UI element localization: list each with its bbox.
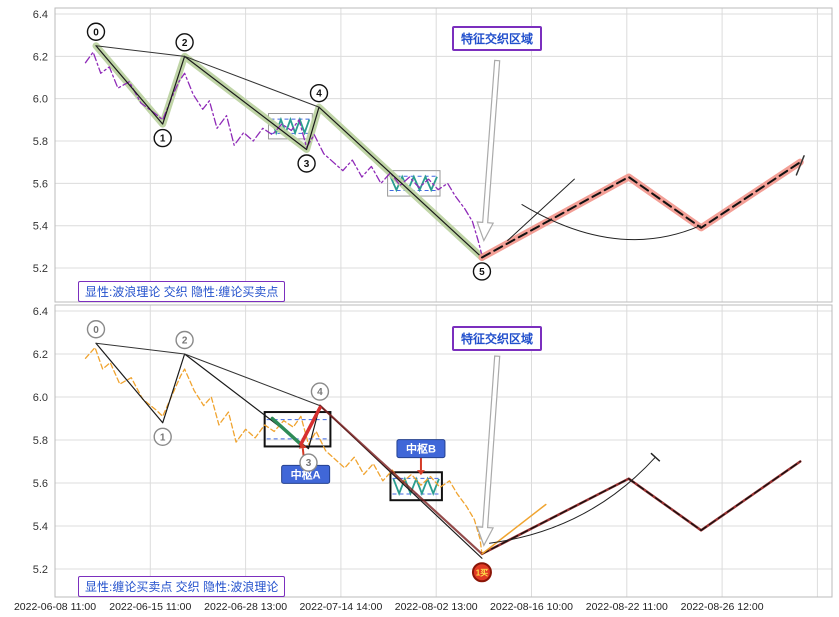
feature-zone-arrow [476,59,501,242]
series-guide-line [507,178,575,242]
wave-number-text: 4 [316,89,322,100]
feature-zone-arrow [476,355,501,547]
buy-point-marker [471,562,492,583]
wave-number-text: 1 [160,134,166,145]
series-forecast-band [478,158,804,261]
y-tick-label: 6.2 [33,349,48,361]
wave-number-marker [299,453,318,472]
pivot-pointer-arrowhead [416,470,425,476]
wave-number-text: 2 [182,38,188,49]
pivot-zigzag [389,174,438,193]
series-wave-line [95,45,483,259]
x-tick-label: 2022-07-14 14:00 [299,601,382,613]
series-forecast-dash [480,161,802,259]
y-tick-label: 6.0 [33,392,48,404]
panel-top: 6.4 6.2 6.0 5.8 5.6 5.4 5.2 0 1 2 3 4 5 [33,7,833,303]
series-forecast-dash [481,460,801,555]
y-tick-label: 5.2 [33,564,48,576]
wave-number-marker [86,320,106,339]
wave-number-text: 1买 [476,568,488,577]
wave-number-marker [153,427,172,446]
y-tick-label: 6.4 [33,9,48,21]
pivot-label [396,439,446,459]
wave-number-marker [175,33,194,52]
y-tick-label: 5.6 [33,178,48,190]
panel-top-legend-label: 显性:波浪理论 交织 隐性:缠论买卖点 [78,281,286,302]
series-trendline-2-4 [184,353,321,407]
series-trendline-0-2 [95,342,186,355]
x-tick-label: 2022-08-02 13:00 [395,601,478,613]
x-axis: 2022-06-08 11:00 2022-06-15 11:00 2022-06-… [14,601,764,613]
wave-number-text: 0 [93,27,99,38]
series-post-buy-segment [481,503,547,555]
series-trendline-0-2 [95,45,186,57]
panel-bottom: 6.4 6.2 6.0 5.8 5.6 5.4 5.2 中枢A 中枢B 0 1 2 3 4 1买 [33,304,833,598]
plot-border [54,304,833,598]
series-guide-arc [489,456,656,544]
series-pivot-a-down-stroke [270,416,303,447]
series-price [84,51,483,256]
y-tick-label: 5.8 [33,435,48,447]
wave-number-text: 3 [304,159,310,170]
plot-border [54,7,833,303]
wave-number-marker [153,128,172,148]
series-down-stroke [318,404,484,556]
series-trendline-2-4 [184,55,320,108]
y-tick-label: 6.4 [33,306,48,318]
x-tick-label: 2022-08-16 10:00 [490,601,573,613]
panel-bottom-legend-label: 显性:缠论买卖点 交织 隐性:波浪理论 [78,576,286,597]
y-tick-label: 5.8 [33,136,48,148]
wave-number-marker [297,154,316,173]
pivot-label-text: 中枢A [291,467,321,481]
series-forecast-line [480,460,802,556]
y-tick-label: 5.4 [33,521,48,533]
series-forecast-cap [795,155,805,176]
wave-number-text: 5 [479,267,485,278]
series-price [84,346,483,555]
wave-number-text: 4 [317,387,323,398]
wave-number-text: 2 [182,336,188,347]
wave-number-text: 1 [160,432,166,443]
y-tick-label: 5.2 [33,263,48,275]
y-tick-label: 6.0 [33,94,48,106]
y-tick-label: 6.2 [33,51,48,63]
feature-zone-annotation-bottom: 特征交织区域 [452,326,543,351]
series-end-cap [650,452,661,462]
x-tick-label: 2022-08-22 11:00 [586,601,668,613]
wave-number-marker [86,22,106,41]
pivot-pointer-arrowhead [298,443,307,449]
wave-number-marker [309,83,329,103]
wave-number-marker [175,330,194,350]
x-tick-label: 2022-08-26 12:00 [681,601,764,613]
pivot-box [263,411,332,448]
x-tick-label: 2022-06-15 11:00 [109,601,191,613]
wave-number-marker [310,382,330,401]
wave-number-text: 0 [93,325,99,336]
x-tick-label: 2022-06-28 13:00 [204,601,287,613]
y-tick-label: 5.6 [33,478,48,490]
wave-number-text: 3 [306,458,312,469]
pivot-label-text: 中枢B [406,442,436,456]
x-tick-label: 2022-06-08 11:00 [14,601,96,613]
series-guide-arc [521,204,701,241]
y-tick-label: 5.4 [33,221,48,233]
wave-number-marker [472,262,492,281]
feature-zone-annotation-top: 特征交织区域 [452,26,543,51]
series-pivot-a-up-stroke [299,406,322,447]
